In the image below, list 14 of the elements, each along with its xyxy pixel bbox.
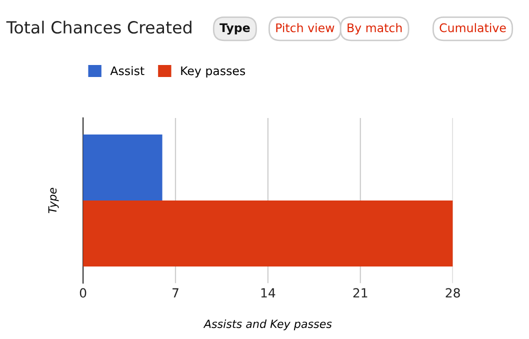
text: By match xyxy=(348,23,402,35)
text: Cumulative xyxy=(440,23,506,32)
x-tick-label: 21 xyxy=(353,288,368,298)
legend-label: Assist xyxy=(110,66,144,76)
chart-title: Total Chances Created xyxy=(6,20,192,34)
x-tick-label: 28 xyxy=(446,288,460,298)
x-tick-label: 0 xyxy=(80,288,86,298)
x-tick-label: 7 xyxy=(172,288,178,298)
legend-label: Key passes xyxy=(181,66,246,78)
x-axis-title: Assists and Key passes xyxy=(203,319,332,330)
text: Type xyxy=(220,23,250,35)
y-axis-title: Type xyxy=(48,188,59,214)
x-tick-label: 14 xyxy=(261,288,276,298)
text: Pitch view xyxy=(276,23,334,32)
